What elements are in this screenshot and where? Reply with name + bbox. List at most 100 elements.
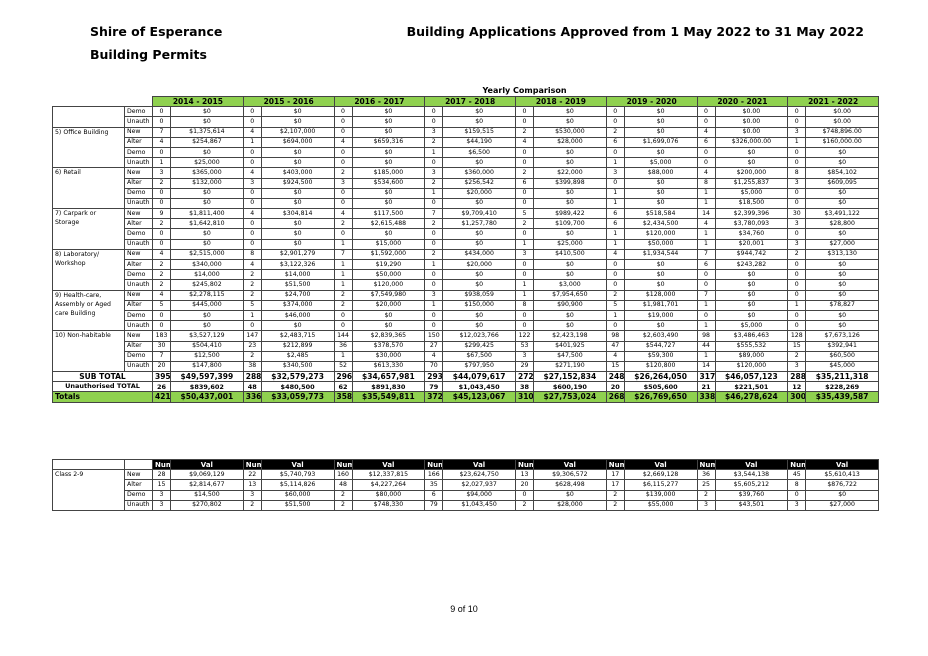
column-header: Val — [714, 458, 789, 471]
cell-num: 0 — [696, 146, 716, 159]
cell-num: 4 — [242, 208, 262, 220]
cell-val: $3,780,093 — [714, 218, 789, 230]
cell-num: 4 — [242, 167, 262, 179]
cell-num: 4 — [696, 218, 716, 230]
cell-val: $1,934,544 — [623, 248, 698, 261]
cell-num: 0 — [152, 106, 171, 118]
cell-val: $22,000 — [533, 167, 607, 179]
cell-val: $0 — [351, 126, 426, 138]
cell-num: 0 — [333, 126, 353, 138]
spacer — [153, 86, 171, 97]
table-row: Alter 15 $2,814,677 13 $5,114,826 48 $4,227,26… — [53, 479, 879, 491]
cell-val: $5,000 — [714, 187, 789, 199]
year-header: 2020 - 2021 — [696, 95, 789, 108]
cell-num: 128 — [787, 330, 807, 342]
cell-num: 0 — [787, 116, 807, 128]
cell-val: $0.00 — [714, 116, 789, 128]
cell-num: 6 — [605, 218, 625, 230]
cell-num: 30 — [787, 208, 807, 220]
cell-num: 4 — [424, 350, 444, 362]
spacer — [606, 86, 624, 97]
cell-val: $2,901,279 — [260, 248, 335, 261]
cell-val: $0 — [623, 269, 698, 281]
cell-num: 1 — [152, 157, 171, 169]
cell-num: 0 — [424, 279, 444, 291]
cell-num: 3 — [424, 289, 444, 301]
cell-val: $0 — [805, 320, 880, 332]
unauthorised-row: Unauthorised TOTAL 26 $839,602 48 $480,500 62… — [52, 381, 880, 393]
cell-val: $340,500 — [260, 360, 335, 373]
cell-val: $256,542 — [442, 177, 516, 189]
cell-val: $555,532 — [714, 340, 789, 352]
cell-val: $159,515 — [442, 126, 516, 138]
cell-num: 6 — [696, 136, 716, 148]
cell-num: 0 — [787, 187, 807, 199]
table-row: 5) Office Building New 7 $1,375,614 4 $2,107,… — [52, 126, 880, 169]
totals-row-val: $26,769,650 — [623, 391, 698, 403]
cell-num: 2 — [333, 289, 353, 301]
subtotal-row-val: $49,597,399 — [170, 371, 244, 383]
cell-num: 0 — [605, 279, 625, 291]
row-type: New — [124, 126, 153, 138]
table-row: Alter 30 $504,410 23 $212,899 36 $378,570 27 $29… — [53, 340, 880, 352]
unauthorised-row-num: 26 — [152, 381, 171, 393]
cell-val: $0 — [170, 187, 244, 199]
cell-num: 2 — [152, 258, 171, 271]
spacer — [624, 402, 697, 409]
cell-val: $5,114,826 — [260, 479, 335, 491]
unauthorised-row-val: $891,830 — [351, 381, 426, 393]
spacer — [715, 402, 788, 409]
cell-num: 2 — [242, 499, 262, 511]
cell-val: $50,000 — [623, 238, 698, 250]
cell-val: $0 — [533, 146, 607, 159]
cell-val: $938,059 — [442, 289, 516, 301]
cell-num: 27 — [424, 340, 444, 352]
cell-val: $434,000 — [442, 248, 516, 261]
cell-val: $5,740,793 — [260, 469, 335, 481]
cell-val: $7,954,650 — [533, 289, 607, 301]
cell-num: 2 — [424, 136, 444, 148]
cell-val: $0 — [260, 218, 335, 230]
cell-val: $18,500 — [714, 197, 789, 210]
cell-num: 7 — [696, 289, 716, 301]
cell-num: 0 — [787, 106, 807, 118]
cell-val: $2,485 — [260, 350, 335, 362]
cell-num: 4 — [515, 136, 534, 148]
cell-num: 1 — [696, 197, 716, 210]
spacer — [352, 402, 425, 409]
cell-val: $365,000 — [170, 167, 244, 179]
cell-val: $47,500 — [533, 350, 607, 362]
cell-val: $94,000 — [442, 489, 516, 501]
cell-num: 0 — [605, 269, 625, 281]
unauthorised-row-label: Unauthorised TOTAL — [52, 381, 153, 393]
cell-val: $2,515,000 — [170, 248, 244, 261]
cell-val: $150,000 — [442, 299, 516, 311]
cell-num: 0 — [152, 228, 171, 240]
cell-val: $2,603,490 — [623, 330, 698, 342]
cell-num: 0 — [605, 106, 625, 118]
totals-row-val: $33,059,773 — [260, 391, 335, 403]
table-title-row: Yearly Comparison — [53, 86, 879, 97]
cell-val: $200,000 — [714, 167, 789, 179]
cell-num: 0 — [787, 489, 807, 501]
cell-num: 1 — [696, 238, 716, 250]
cell-val: $659,316 — [351, 136, 426, 148]
cell-val: $5,000 — [714, 320, 789, 332]
cell-num: 1 — [515, 289, 534, 301]
spacer — [125, 402, 153, 409]
cell-val: $14,500 — [170, 489, 244, 501]
spacer — [125, 97, 153, 107]
subtotal-row-val: $44,079,617 — [442, 371, 516, 383]
spacer — [806, 402, 879, 409]
cell-val: $27,000 — [805, 238, 880, 250]
cell-val: $19,290 — [351, 258, 426, 271]
cell-num: 0 — [424, 309, 444, 322]
row-type: Unauth — [124, 499, 153, 511]
cell-num: 4 — [333, 136, 353, 148]
cell-val: $27,000 — [805, 499, 879, 511]
cell-val: $0 — [533, 157, 607, 169]
cell-num: 3 — [696, 499, 716, 511]
row-type: Unauth — [124, 279, 153, 291]
column-header: Num — [696, 458, 716, 471]
cell-num: 0 — [515, 187, 534, 199]
